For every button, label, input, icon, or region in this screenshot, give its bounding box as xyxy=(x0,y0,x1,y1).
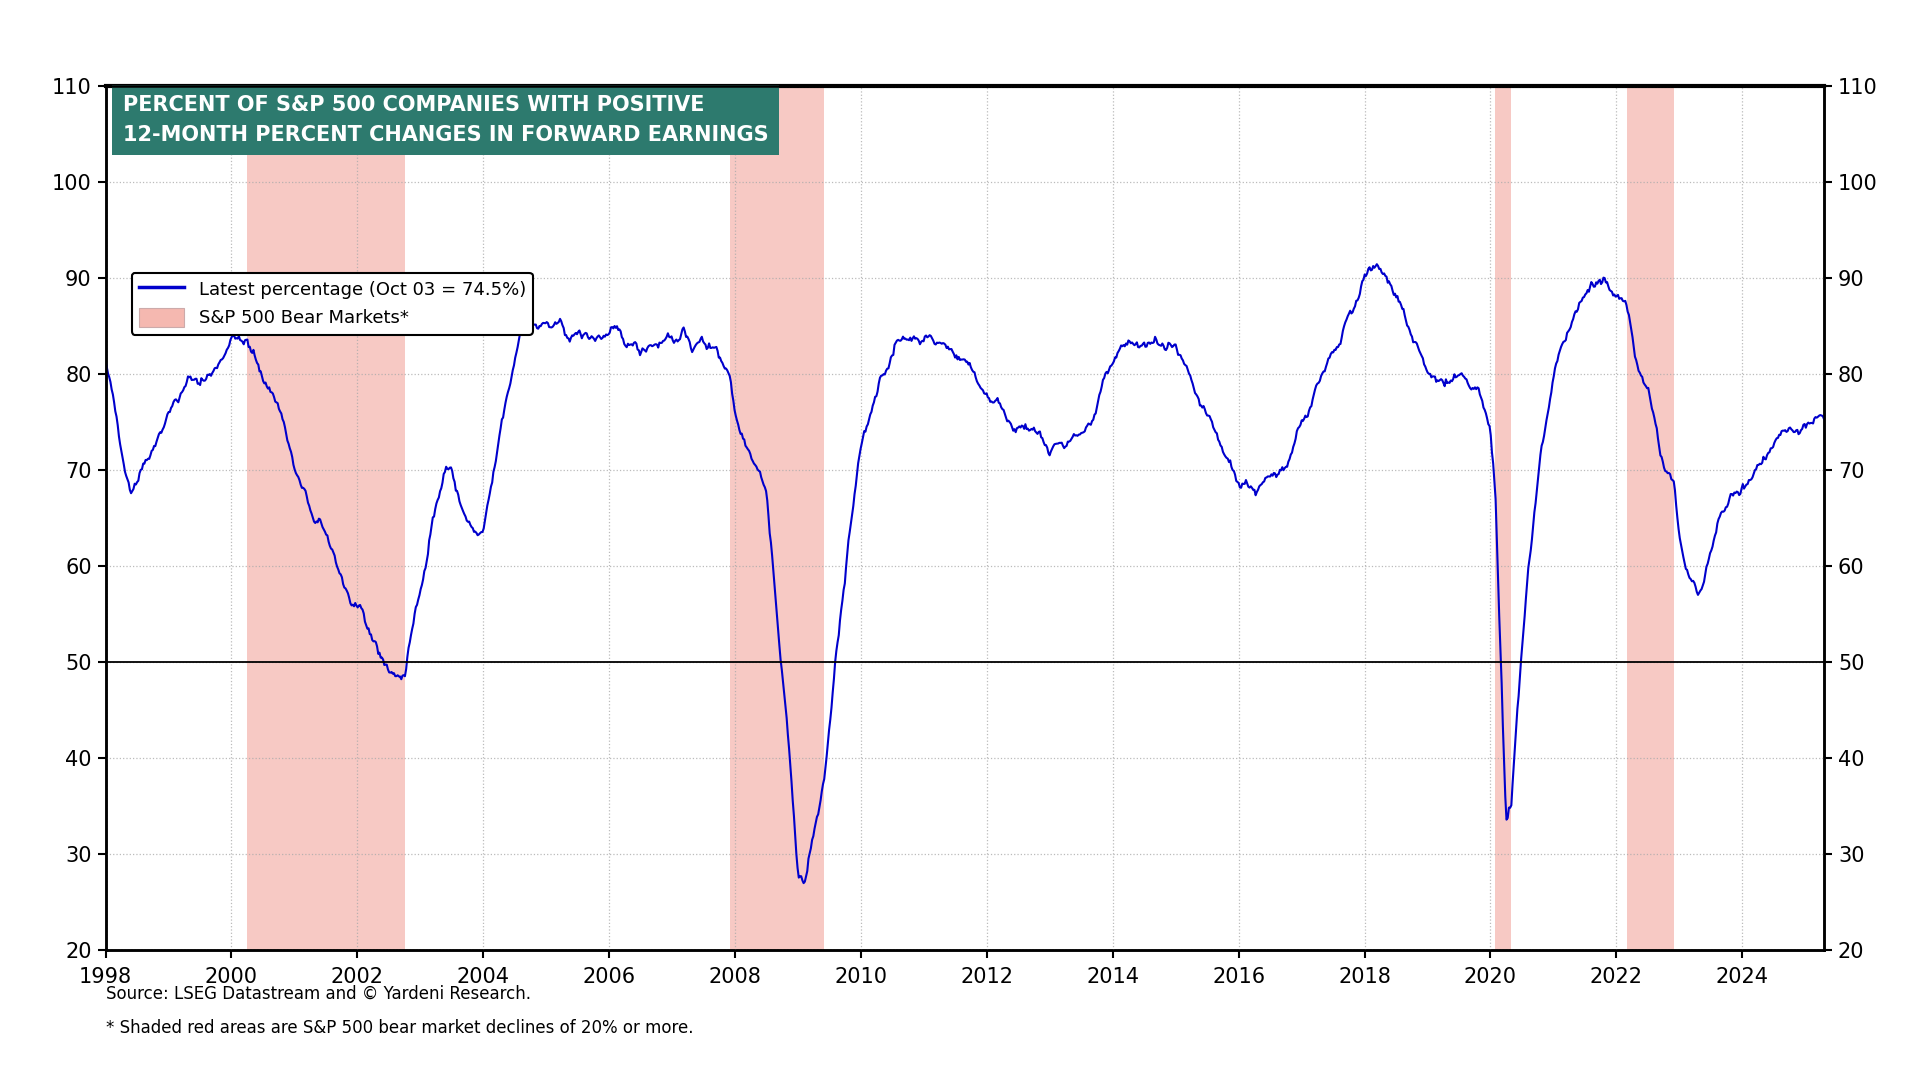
Bar xyxy=(248,86,405,950)
Text: * Shaded red areas are S&P 500 bear market declines of 20% or more.: * Shaded red areas are S&P 500 bear mark… xyxy=(106,1018,693,1037)
Text: PERCENT OF S&P 500 COMPANIES WITH POSITIVE
12-MONTH PERCENT CHANGES IN FORWARD E: PERCENT OF S&P 500 COMPANIES WITH POSITI… xyxy=(123,95,768,145)
Text: Source: LSEG Datastream and © Yardeni Research.: Source: LSEG Datastream and © Yardeni Re… xyxy=(106,984,530,1002)
Legend: Latest percentage (Oct 03 = 74.5%), S&P 500 Bear Markets*: Latest percentage (Oct 03 = 74.5%), S&P … xyxy=(132,272,534,335)
Bar xyxy=(1626,86,1674,950)
Bar xyxy=(730,86,824,950)
Bar xyxy=(1496,86,1511,950)
